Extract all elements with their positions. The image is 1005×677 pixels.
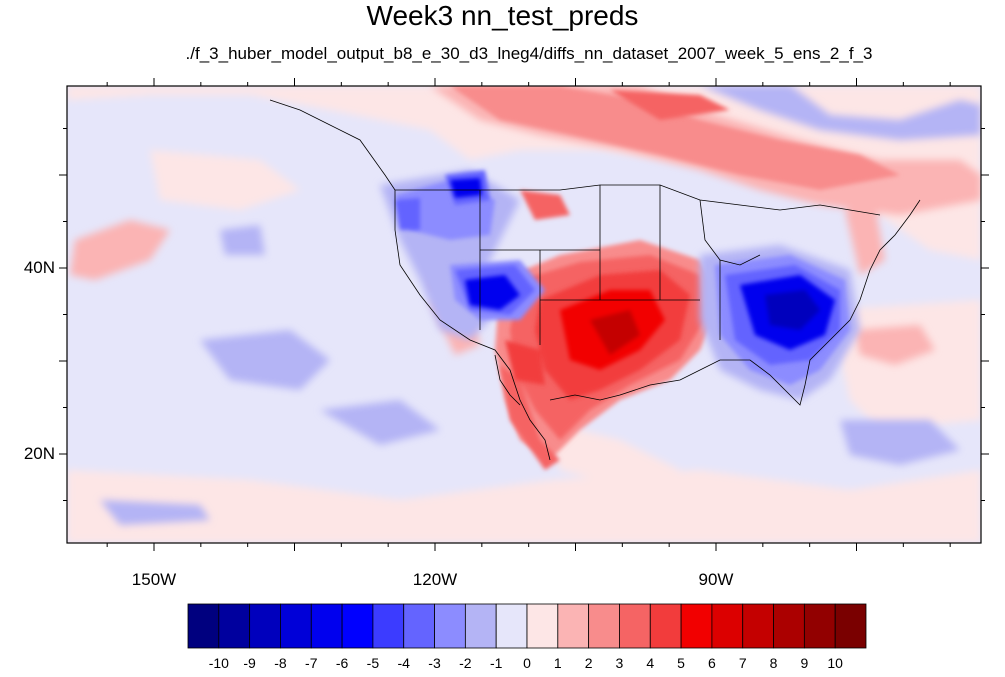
colorbar-label: -10 [208,655,229,671]
colorbar-label: -1 [489,655,503,671]
colorbar-label: -7 [305,655,318,671]
colorbar-label: -6 [335,655,349,671]
colorbar-label: -5 [366,655,380,671]
lat-tick-label: 20N [23,444,55,463]
colorbar-label: 2 [584,655,593,671]
colorbar-label: -3 [428,655,441,671]
lon-tick-label: 90W [698,570,734,589]
colorbar-label: 4 [646,655,655,671]
colorbar-label: 8 [769,655,778,671]
coastlines [269,99,921,461]
colorbar-label: -8 [274,655,287,671]
lon-tick-label: 150W [131,570,177,589]
colorbar-label: -2 [459,655,472,671]
colorbar-label: -9 [243,655,256,671]
colorbar-label: 7 [738,655,747,671]
axis-ticks [59,78,989,551]
colorbar-label: 5 [677,655,685,671]
colorbar-label: 6 [708,655,716,671]
colorbar-label: -4 [397,655,410,671]
anomaly-field [67,86,981,543]
colorbar-label: 3 [615,655,624,671]
figure-subtitle: ./f_3_huber_model_output_b8_e_30_d3_lneg… [185,44,873,63]
colorbar-label: 1 [553,655,562,671]
colorbar-label: 10 [827,655,843,671]
colorbar-label: 9 [800,655,809,671]
colorbar-label: 0 [523,655,531,671]
lon-tick-label: 120W [412,570,458,589]
lat-tick-label: 40N [23,258,55,277]
figure-title: Week3 nn_test_preds [366,0,639,31]
